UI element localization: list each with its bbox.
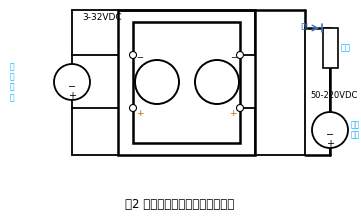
Text: 50-220VDC: 50-220VDC — [310, 90, 357, 99]
Circle shape — [236, 104, 244, 111]
Text: 输
入
电
源: 输 入 电 源 — [10, 62, 14, 102]
Text: 输出
电源: 输出 电源 — [351, 120, 360, 140]
Circle shape — [312, 112, 348, 148]
Circle shape — [135, 60, 179, 104]
Text: +: + — [68, 91, 76, 101]
Bar — [322, 28, 338, 68]
Text: −: − — [230, 53, 237, 62]
Text: −: − — [326, 130, 334, 140]
Circle shape — [54, 64, 90, 100]
Circle shape — [236, 51, 244, 58]
Text: −: − — [136, 53, 143, 62]
Text: 负载: 负载 — [340, 44, 351, 53]
Bar — [118, 10, 255, 155]
Text: 图2 典型接线方式（底视接线图）: 图2 典型接线方式（底视接线图） — [125, 198, 235, 212]
Text: 3-32VDC: 3-32VDC — [82, 13, 122, 22]
Text: +: + — [230, 109, 237, 118]
Text: +: + — [326, 139, 334, 149]
Circle shape — [195, 60, 239, 104]
Text: −: − — [68, 82, 76, 92]
Text: +: + — [136, 109, 144, 118]
Circle shape — [130, 104, 136, 111]
Bar — [133, 22, 240, 143]
Circle shape — [130, 51, 136, 58]
Text: DI: DI — [300, 23, 308, 32]
